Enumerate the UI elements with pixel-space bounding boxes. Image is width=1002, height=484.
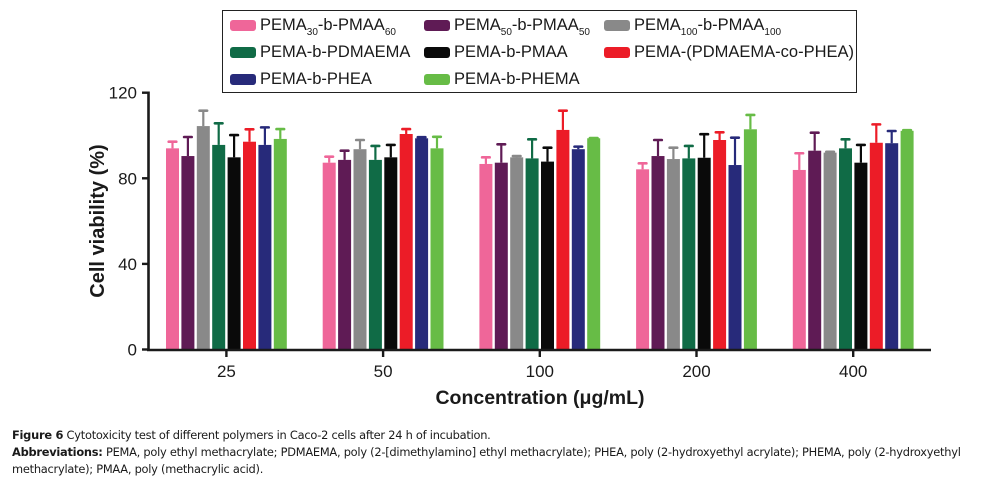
y-axis-title: Cell viability (%) — [87, 144, 109, 297]
bar — [384, 157, 398, 350]
bar — [338, 159, 352, 350]
bar — [541, 161, 554, 350]
legend-swatch — [424, 73, 450, 85]
bar — [322, 162, 336, 350]
bar — [808, 150, 822, 350]
legend-label: PEMA-b-PMAA — [454, 42, 568, 61]
legend-item: PEMA-b-PHEMA — [424, 69, 580, 89]
bar — [571, 149, 585, 350]
legend-item: PEMA-(PDMAEMA-co-PHEA) — [604, 42, 854, 62]
bar-chart: 0 40 80 120 25 50 100 200 400 Cell viability (%)… — [87, 84, 931, 409]
legend-swatch — [604, 19, 630, 31]
bar — [479, 163, 493, 350]
legend-label: PEMA-(PDMAEMA-co-PHEA) — [634, 42, 855, 61]
bar — [227, 157, 241, 350]
bar — [885, 143, 899, 350]
legend-label: PEMA30-b-PMAA60 — [260, 15, 396, 38]
x-tick-label: 400 — [839, 362, 867, 381]
y-tick-label: 80 — [118, 169, 137, 188]
bar — [368, 159, 382, 350]
abbreviations-text: PEMA, poly ethyl methacrylate; PDMAEMA, … — [12, 445, 961, 476]
legend-swatch — [230, 73, 256, 85]
legend-label: PEMA100-b-PMAA100 — [634, 15, 782, 38]
bar — [651, 156, 665, 350]
bar — [587, 138, 601, 350]
bar — [430, 148, 444, 350]
legend-label: PEMA50-b-PMAA50 — [454, 15, 590, 38]
y-tick-label: 0 — [128, 341, 137, 360]
legend-item: PEMA-b-PHEA — [230, 69, 372, 89]
x-axis-title: Concentration (μg/mL) — [435, 387, 644, 409]
figure-description: Cytotoxicity test of different polymers … — [63, 428, 491, 442]
bar — [525, 158, 539, 350]
legend-item: PEMA30-b-PMAA60 — [230, 15, 396, 38]
legend-label: PEMA-b-PHEA — [260, 69, 372, 88]
caption-abbreviations: Abbreviations: PEMA, poly ethyl methacry… — [12, 444, 1002, 478]
bar — [682, 158, 696, 350]
bar-group-25 — [166, 109, 287, 350]
bar — [196, 126, 210, 350]
bar — [839, 148, 852, 350]
y-tick-label: 40 — [118, 255, 137, 274]
legend-item: PEMA-b-PDMAEMA — [230, 42, 410, 62]
bar — [212, 144, 226, 350]
legend-item: PEMA50-b-PMAA50 — [424, 15, 590, 38]
x-tick-label: 100 — [526, 362, 554, 381]
bar — [258, 144, 272, 350]
bar — [556, 129, 570, 350]
bar — [792, 169, 806, 350]
bar-group-200 — [636, 113, 757, 350]
bar — [854, 162, 868, 350]
bar — [415, 138, 429, 350]
x-tick-label: 50 — [374, 362, 393, 381]
bar — [666, 159, 680, 350]
bar — [273, 138, 287, 350]
abbreviations-label: Abbreviations: — [12, 445, 103, 459]
bar-group-400 — [792, 123, 914, 350]
bar — [243, 141, 256, 350]
legend-swatch — [604, 46, 630, 58]
bar — [869, 142, 883, 350]
bar — [166, 148, 179, 350]
bar — [181, 156, 195, 350]
legend-swatch — [424, 46, 450, 58]
y-tick-label: 120 — [109, 84, 137, 103]
bar — [743, 129, 757, 350]
figure-caption: Figure 6 Cytotoxicity test of different … — [12, 427, 1002, 478]
bar — [713, 139, 727, 350]
legend-item: PEMA-b-PMAA — [424, 42, 568, 62]
bar — [494, 162, 508, 350]
bar — [697, 157, 711, 350]
legend-swatch — [424, 19, 450, 31]
legend: PEMA30-b-PMAA60 PEMA50-b-PMAA50 PEMA100-b-… — [222, 10, 857, 93]
bar — [399, 134, 413, 350]
bar — [900, 130, 914, 350]
legend-swatch — [230, 19, 256, 31]
caption-title-line: Figure 6 Cytotoxicity test of different … — [12, 427, 1002, 444]
legend-item: PEMA100-b-PMAA100 — [604, 15, 782, 38]
bar — [636, 169, 650, 350]
bar — [353, 149, 367, 350]
bar — [510, 157, 524, 350]
x-tick-label: 25 — [217, 362, 236, 381]
bars-layer — [166, 109, 914, 350]
bar-group-100 — [479, 109, 601, 350]
ticks-layer: 0 40 80 120 25 50 100 200 400 — [109, 84, 868, 381]
legend-swatch — [230, 46, 256, 58]
bar-group-50 — [322, 127, 444, 350]
legend-label: PEMA-b-PDMAEMA — [260, 42, 411, 61]
bar — [728, 165, 742, 350]
bar — [823, 152, 837, 350]
figure-label: Figure 6 — [12, 428, 64, 442]
legend-label: PEMA-b-PHEMA — [454, 69, 580, 88]
x-tick-label: 200 — [682, 362, 710, 381]
